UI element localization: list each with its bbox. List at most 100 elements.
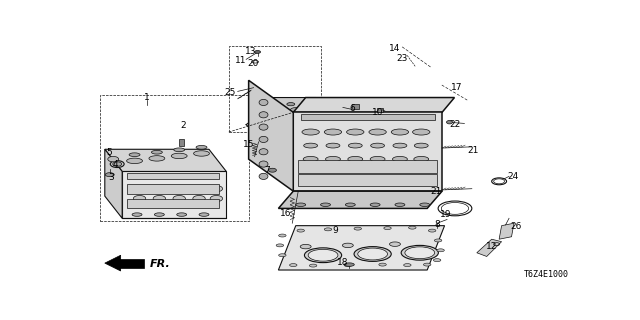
Ellipse shape bbox=[401, 245, 438, 260]
Ellipse shape bbox=[127, 158, 143, 164]
Ellipse shape bbox=[153, 186, 166, 192]
Text: 19: 19 bbox=[440, 210, 452, 219]
Polygon shape bbox=[249, 80, 293, 191]
Ellipse shape bbox=[424, 263, 431, 266]
Ellipse shape bbox=[154, 213, 164, 216]
Ellipse shape bbox=[435, 239, 442, 242]
Text: 16: 16 bbox=[280, 209, 292, 218]
Ellipse shape bbox=[259, 136, 268, 142]
Ellipse shape bbox=[289, 264, 297, 267]
Ellipse shape bbox=[321, 203, 330, 206]
Ellipse shape bbox=[393, 143, 407, 148]
Ellipse shape bbox=[259, 149, 268, 155]
Ellipse shape bbox=[405, 247, 435, 259]
Text: 22: 22 bbox=[449, 120, 461, 129]
Ellipse shape bbox=[196, 146, 207, 149]
Ellipse shape bbox=[408, 226, 416, 229]
Ellipse shape bbox=[133, 196, 146, 202]
Polygon shape bbox=[499, 223, 514, 239]
Ellipse shape bbox=[348, 156, 363, 162]
Text: 8: 8 bbox=[435, 220, 440, 229]
Ellipse shape bbox=[297, 229, 305, 232]
Ellipse shape bbox=[106, 173, 114, 177]
Ellipse shape bbox=[276, 244, 284, 247]
Text: 21: 21 bbox=[431, 187, 442, 196]
Ellipse shape bbox=[324, 129, 342, 135]
Ellipse shape bbox=[173, 196, 186, 202]
Ellipse shape bbox=[129, 153, 140, 156]
Ellipse shape bbox=[413, 129, 430, 135]
Polygon shape bbox=[278, 226, 445, 270]
Ellipse shape bbox=[348, 143, 362, 148]
Ellipse shape bbox=[210, 186, 223, 192]
Ellipse shape bbox=[302, 129, 319, 135]
Text: 1: 1 bbox=[144, 93, 150, 102]
Ellipse shape bbox=[344, 263, 355, 266]
Ellipse shape bbox=[259, 100, 268, 106]
Ellipse shape bbox=[324, 228, 332, 231]
Ellipse shape bbox=[303, 156, 318, 162]
Bar bbox=[298, 174, 437, 186]
Ellipse shape bbox=[354, 247, 391, 261]
Ellipse shape bbox=[309, 264, 317, 267]
Ellipse shape bbox=[414, 143, 428, 148]
Ellipse shape bbox=[132, 213, 142, 216]
Ellipse shape bbox=[433, 259, 441, 262]
Text: 7: 7 bbox=[264, 166, 270, 175]
Ellipse shape bbox=[370, 156, 385, 162]
Ellipse shape bbox=[255, 51, 260, 53]
Ellipse shape bbox=[354, 227, 362, 230]
Text: 10: 10 bbox=[372, 108, 383, 117]
Text: 4: 4 bbox=[113, 160, 118, 169]
Text: 15: 15 bbox=[243, 140, 254, 149]
Ellipse shape bbox=[347, 129, 364, 135]
Ellipse shape bbox=[275, 110, 286, 115]
Ellipse shape bbox=[291, 108, 301, 112]
Ellipse shape bbox=[133, 186, 146, 192]
Ellipse shape bbox=[369, 129, 387, 135]
Ellipse shape bbox=[390, 242, 401, 246]
Bar bbox=[100, 95, 248, 221]
Ellipse shape bbox=[260, 113, 271, 117]
Ellipse shape bbox=[296, 203, 306, 206]
Polygon shape bbox=[116, 259, 145, 268]
Polygon shape bbox=[105, 149, 122, 218]
Polygon shape bbox=[293, 112, 442, 191]
Polygon shape bbox=[122, 172, 227, 218]
Ellipse shape bbox=[326, 156, 340, 162]
Text: 2: 2 bbox=[180, 121, 186, 130]
Ellipse shape bbox=[172, 153, 187, 159]
Ellipse shape bbox=[269, 168, 276, 172]
Ellipse shape bbox=[404, 264, 411, 267]
Bar bbox=[376, 108, 383, 112]
Ellipse shape bbox=[392, 156, 408, 162]
Ellipse shape bbox=[395, 203, 405, 206]
Bar bbox=[127, 198, 219, 208]
Ellipse shape bbox=[173, 148, 185, 152]
Ellipse shape bbox=[420, 203, 429, 206]
Ellipse shape bbox=[259, 112, 268, 118]
Ellipse shape bbox=[303, 105, 314, 110]
Ellipse shape bbox=[193, 196, 205, 202]
Polygon shape bbox=[105, 149, 227, 172]
Bar bbox=[352, 104, 359, 109]
Text: 5: 5 bbox=[106, 148, 111, 157]
Polygon shape bbox=[105, 255, 121, 271]
Bar bbox=[301, 114, 435, 120]
Ellipse shape bbox=[259, 124, 268, 130]
Polygon shape bbox=[293, 98, 454, 112]
Bar bbox=[127, 173, 219, 179]
Ellipse shape bbox=[437, 249, 444, 252]
Polygon shape bbox=[477, 239, 502, 256]
Text: 21: 21 bbox=[467, 146, 479, 155]
Ellipse shape bbox=[173, 186, 186, 192]
Ellipse shape bbox=[193, 151, 209, 156]
Ellipse shape bbox=[259, 173, 268, 180]
Ellipse shape bbox=[391, 129, 408, 135]
Ellipse shape bbox=[177, 213, 187, 216]
Bar bbox=[229, 46, 321, 132]
Ellipse shape bbox=[152, 150, 163, 154]
Ellipse shape bbox=[278, 234, 286, 237]
Ellipse shape bbox=[149, 156, 165, 161]
Polygon shape bbox=[256, 98, 316, 122]
